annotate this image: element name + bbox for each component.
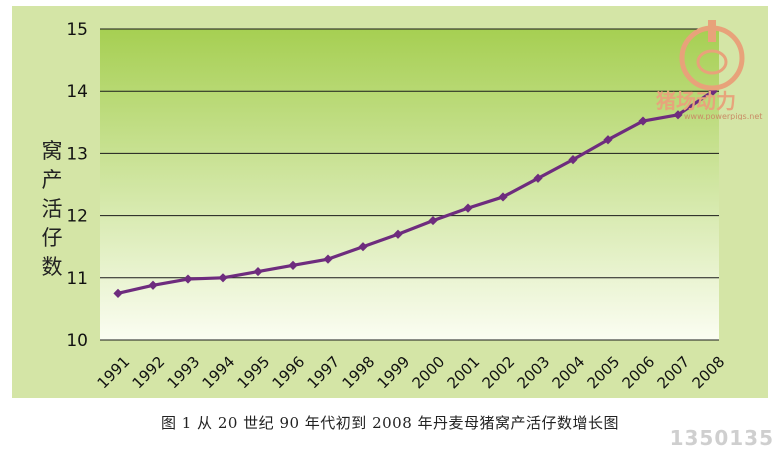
x-tick-label-1991: 1991 [94, 353, 134, 393]
data-point-2000 [428, 215, 438, 226]
data-point-2003 [533, 173, 543, 183]
series-line-0 [117, 89, 714, 295]
data-point-1993 [183, 274, 193, 284]
x-tick-label-2000: 2000 [409, 353, 449, 393]
x-tick-label-1994: 1994 [199, 353, 239, 393]
x-tick-label-2005: 2005 [584, 353, 624, 393]
plot-area [100, 29, 719, 340]
x-tick-label-2008: 2008 [689, 353, 729, 393]
site-watermark: 1350135 [669, 426, 774, 450]
y-tick-label-15: 15 [66, 20, 88, 40]
data-point-1999 [393, 229, 403, 239]
y-tick-label-12: 12 [66, 207, 88, 227]
x-tick-label-2004: 2004 [549, 353, 589, 393]
figure-caption: 图 1 从 20 世纪 90 年代初到 2008 年丹麦母猪窝产活仔数增长图 [160, 414, 620, 432]
data-point-1991 [113, 288, 123, 298]
x-tick-label-2006: 2006 [619, 353, 659, 393]
data-point-2005 [603, 135, 613, 145]
data-point-2001 [463, 203, 473, 213]
data-point-2006 [638, 116, 648, 126]
y-tick-label-10: 10 [66, 331, 88, 351]
data-point-1997 [323, 254, 333, 264]
x-tick-label-1996: 1996 [269, 353, 309, 393]
y-tick-label-14: 14 [66, 82, 88, 102]
y-axis-label-char-2: 活 [42, 197, 63, 221]
data-point-1992 [148, 280, 158, 290]
x-tick-label-2007: 2007 [654, 353, 694, 393]
y-tick-label-13: 13 [66, 144, 88, 164]
data-point-1995 [253, 266, 263, 277]
x-tick-label-2001: 2001 [444, 353, 484, 393]
x-tick-label-1992: 1992 [129, 353, 169, 393]
x-tick-label-1997: 1997 [304, 353, 344, 393]
data-point-2002 [498, 192, 508, 202]
x-tick-label-1995: 1995 [234, 353, 274, 393]
y-tick-label-11: 11 [66, 269, 88, 289]
x-tick-label-2002: 2002 [479, 353, 519, 393]
x-tick-label-2003: 2003 [514, 353, 554, 393]
data-point-1998 [358, 242, 368, 252]
y-axis-label-char-1: 产 [42, 168, 63, 192]
y-axis-label-char-3: 仔 [42, 226, 63, 250]
x-tick-label-1993: 1993 [164, 353, 204, 393]
y-axis-label-char-4: 数 [42, 255, 63, 279]
data-point-2007 [673, 110, 683, 120]
data-point-2004 [568, 155, 578, 165]
data-point-1994 [218, 273, 228, 283]
x-tick-label-1999: 1999 [374, 353, 414, 393]
x-tick-label-1998: 1998 [339, 353, 379, 393]
data-point-1996 [288, 260, 298, 270]
chart-panel: 10 11 12 13 14 15 1991 1992 1993 1994 1995 1996 199… [12, 6, 768, 398]
y-axis-label-char-0: 窝 [42, 139, 63, 163]
